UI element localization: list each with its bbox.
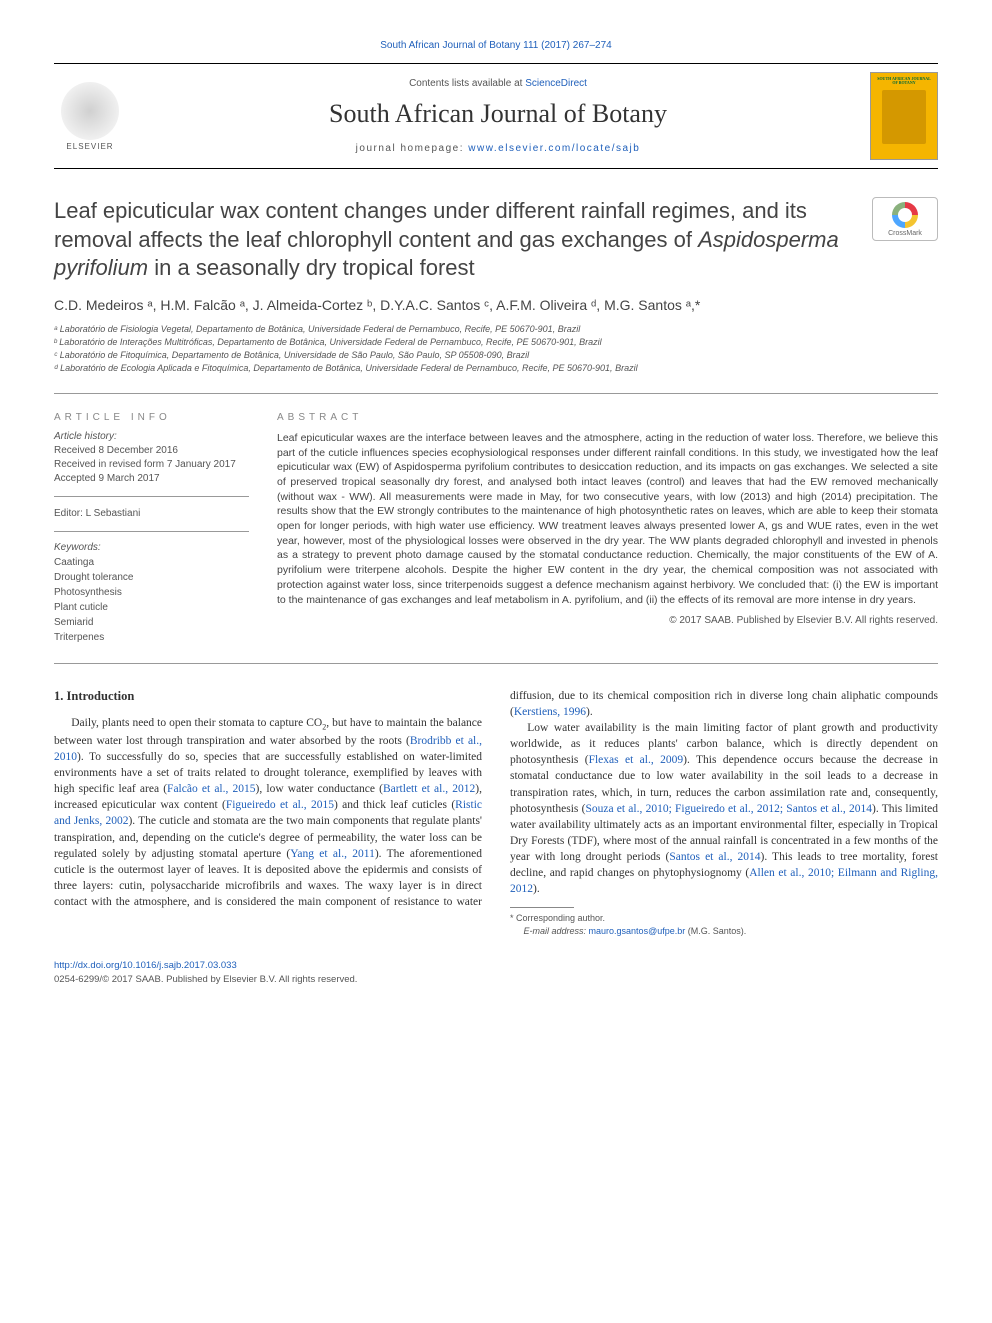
- article-info-label: ARTICLE INFO: [54, 412, 249, 423]
- page-footer: http://dx.doi.org/10.1016/j.sajb.2017.03…: [54, 959, 938, 986]
- history-heading: Article history:: [54, 431, 249, 442]
- email-name: (M.G. Santos).: [685, 926, 746, 936]
- keyword: Triterpenes: [54, 630, 249, 645]
- text-run: Daily, plants need to open their stomata…: [71, 717, 322, 729]
- text-run: ).: [533, 883, 540, 895]
- keywords-list: Caatinga Drought tolerance Photosynthesi…: [54, 555, 249, 645]
- corresponding-author-footnote: * Corresponding author. E-mail address: …: [510, 912, 938, 937]
- cover-title: SOUTH AFRICAN JOURNAL OF BOTANY: [875, 77, 933, 86]
- elsevier-tree-icon: [61, 82, 119, 140]
- citation-link[interactable]: Souza et al., 2010; Figueiredo et al., 2…: [585, 803, 872, 815]
- text-run: ).: [586, 706, 593, 718]
- affiliation-a: ᵃ Laboratório de Fisiologia Vegetal, Dep…: [54, 323, 938, 336]
- title-part-2: in a seasonally dry tropical forest: [148, 255, 475, 280]
- abstract-text: Leaf epicuticular waxes are the interfac…: [277, 431, 938, 607]
- email-label: E-mail address:: [524, 926, 589, 936]
- affiliations: ᵃ Laboratório de Fisiologia Vegetal, Dep…: [54, 323, 938, 375]
- keyword: Semiarid: [54, 615, 249, 630]
- citation-link[interactable]: Bartlett et al., 2012: [383, 783, 475, 795]
- crossmark-icon: [892, 202, 918, 228]
- keyword: Drought tolerance: [54, 570, 249, 585]
- citation-link[interactable]: Flexas et al., 2009: [589, 754, 684, 766]
- keywords-heading: Keywords:: [54, 542, 249, 553]
- keyword: Caatinga: [54, 555, 249, 570]
- journal-name: South African Journal of Botany: [126, 99, 870, 129]
- keyword: Plant cuticle: [54, 600, 249, 615]
- elsevier-logo: ELSEVIER: [54, 76, 126, 156]
- citation-link[interactable]: Kerstiens, 1996: [514, 706, 586, 718]
- title-part-1: Leaf epicuticular wax content changes un…: [54, 198, 807, 252]
- citation-link[interactable]: Yang et al., 2011: [290, 848, 375, 860]
- article-title: Leaf epicuticular wax content changes un…: [54, 197, 854, 283]
- sciencedirect-link[interactable]: ScienceDirect: [525, 78, 587, 89]
- article-info-sidebar: ARTICLE INFO Article history: Received 8…: [54, 412, 249, 645]
- crossmark-badge[interactable]: CrossMark: [872, 197, 938, 241]
- cover-tree-icon: [882, 90, 926, 144]
- divider: [54, 663, 938, 664]
- editor-line: Editor: L Sebastiani: [54, 507, 249, 521]
- keyword: Photosynthesis: [54, 585, 249, 600]
- intro-paragraph-2: Low water availability is the main limit…: [510, 720, 938, 897]
- citation-link[interactable]: Santos et al., 2014: [669, 851, 760, 863]
- citation-link[interactable]: Falcão et al., 2015: [167, 783, 255, 795]
- section-heading-introduction: 1. Introduction: [54, 688, 482, 706]
- affiliation-b: ᵇ Laboratório de Interações Multitrófica…: [54, 336, 938, 349]
- authors-line: C.D. Medeiros ᵃ, H.M. Falcão ᵃ, J. Almei…: [54, 297, 938, 313]
- text-run: ), low water conductance (: [256, 783, 383, 795]
- corresponding-email-link[interactable]: mauro.gsantos@ufpe.br: [589, 926, 686, 936]
- history-received: Received 8 December 2016: [54, 444, 249, 458]
- homepage-prefix: journal homepage:: [356, 143, 469, 154]
- journal-homepage: journal homepage: www.elsevier.com/locat…: [126, 143, 870, 154]
- issn-copyright: 0254-6299/© 2017 SAAB. Published by Else…: [54, 974, 357, 985]
- issue-citation: South African Journal of Botany 111 (201…: [54, 40, 938, 51]
- journal-cover-thumbnail: SOUTH AFRICAN JOURNAL OF BOTANY: [870, 72, 938, 160]
- affiliation-d: ᵈ Laboratório de Ecologia Aplicada e Fit…: [54, 362, 938, 375]
- affiliation-c: ᶜ Laboratório de Fitoquímica, Departamen…: [54, 349, 938, 362]
- crossmark-label: CrossMark: [888, 230, 922, 237]
- contents-prefix: Contents lists available at: [409, 78, 525, 89]
- abstract-label: ABSTRACT: [277, 412, 938, 423]
- elsevier-label: ELSEVIER: [66, 142, 113, 151]
- body-two-column: 1. Introduction Daily, plants need to op…: [54, 688, 938, 937]
- abstract-column: ABSTRACT Leaf epicuticular waxes are the…: [277, 412, 938, 645]
- abstract-copyright: © 2017 SAAB. Published by Elsevier B.V. …: [277, 615, 938, 626]
- journal-masthead: ELSEVIER Contents lists available at Sci…: [54, 63, 938, 169]
- text-run: ) and thick leaf cuticles (: [334, 799, 455, 811]
- history-revised: Received in revised form 7 January 2017: [54, 458, 249, 472]
- citation-link[interactable]: Figueiredo et al., 2015: [226, 799, 334, 811]
- footnote-star: * Corresponding author.: [510, 912, 938, 925]
- homepage-link[interactable]: www.elsevier.com/locate/sajb: [468, 143, 640, 154]
- doi-link[interactable]: http://dx.doi.org/10.1016/j.sajb.2017.03…: [54, 960, 237, 971]
- history-accepted: Accepted 9 March 2017: [54, 472, 249, 486]
- footnote-separator: [510, 907, 574, 908]
- contents-available: Contents lists available at ScienceDirec…: [126, 78, 870, 89]
